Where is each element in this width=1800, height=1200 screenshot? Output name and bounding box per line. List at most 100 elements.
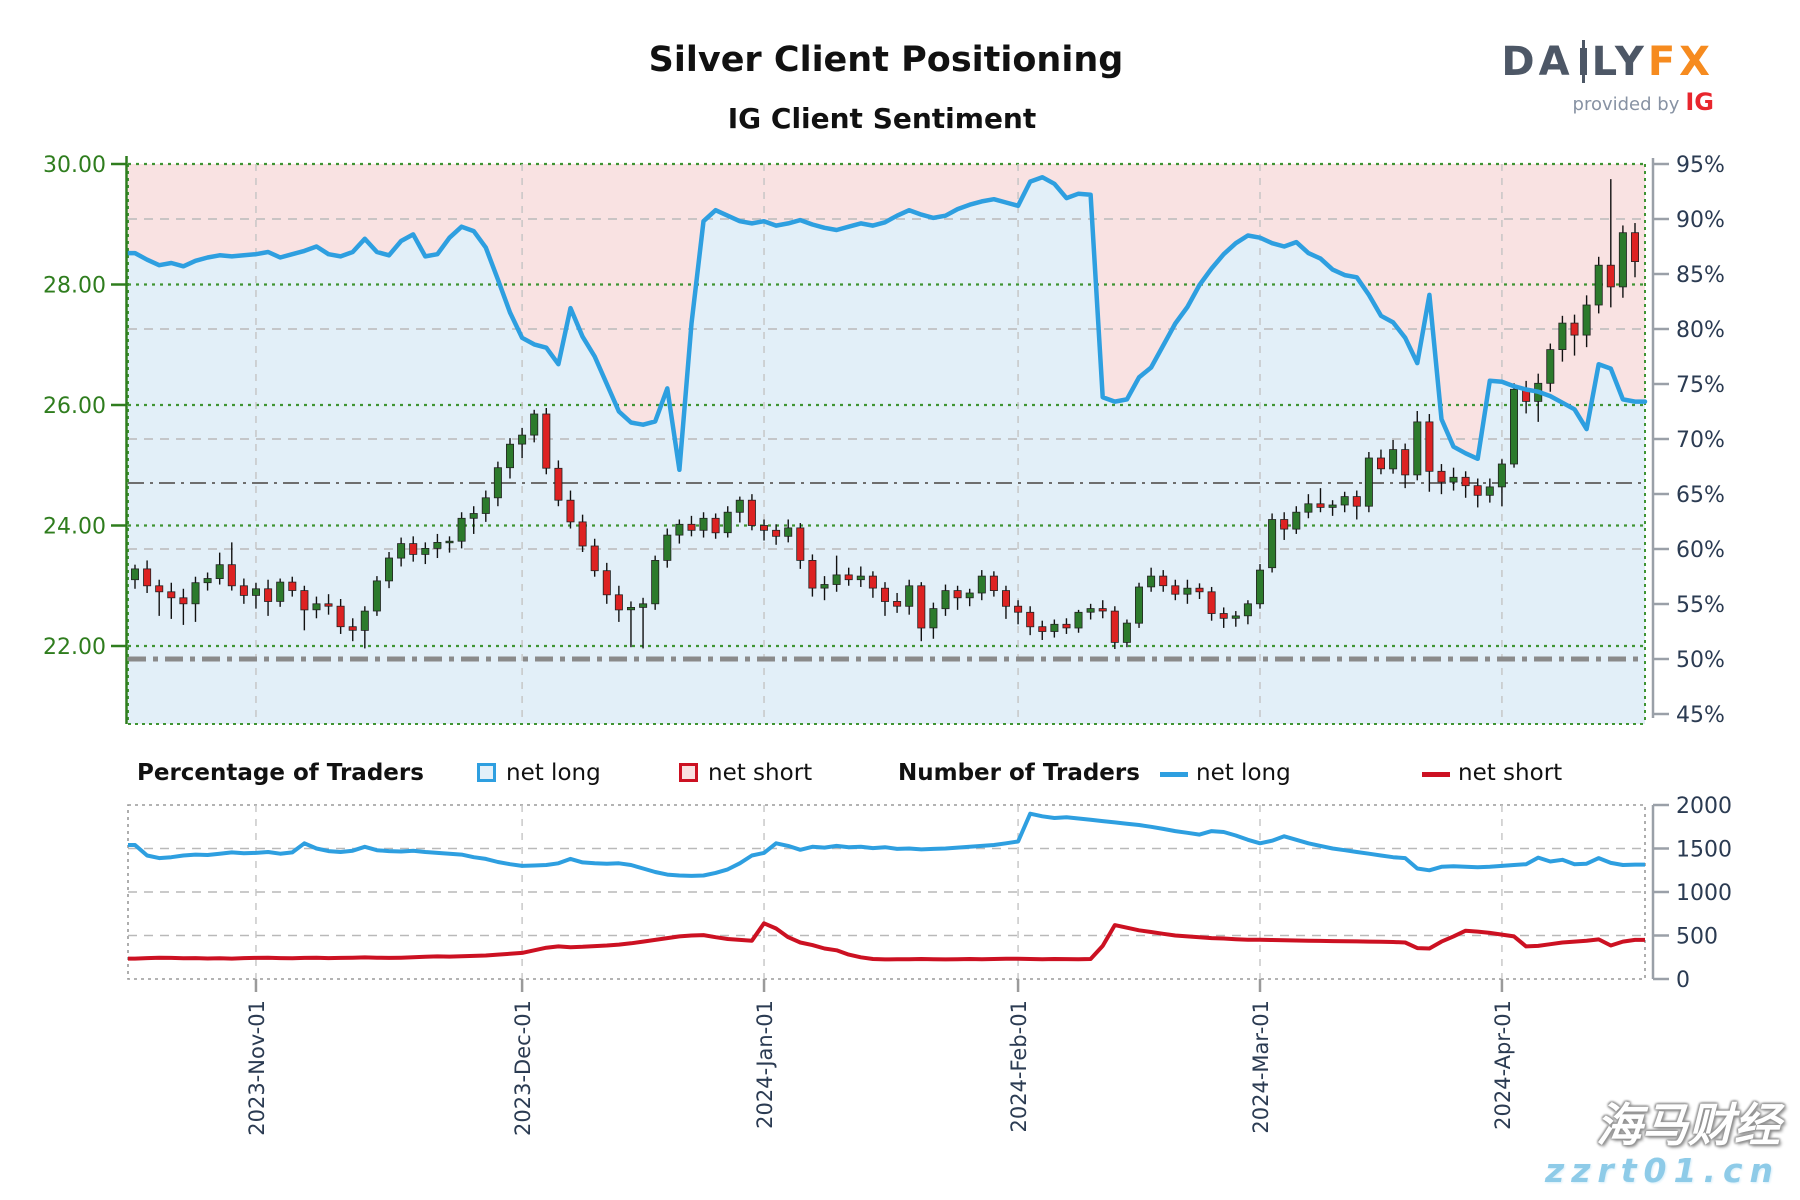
- candle: [832, 574, 841, 585]
- ig-logo: IG: [1685, 88, 1714, 116]
- candle: [723, 511, 732, 534]
- candle: [276, 581, 285, 602]
- legend-group-percentage-of-traders: Percentage of Traders: [137, 760, 424, 786]
- candle: [735, 499, 744, 513]
- candle: [239, 585, 248, 596]
- watermark: 海马财经 zzrt01.cn: [1545, 1099, 1780, 1190]
- candle: [530, 413, 539, 436]
- logo-fx: FX: [1647, 39, 1714, 85]
- candle: [1135, 586, 1144, 624]
- candle: [627, 607, 636, 611]
- candle: [808, 560, 817, 589]
- sentiment-axis-label: 90%: [1676, 208, 1725, 233]
- candle: [457, 517, 466, 542]
- candle: [1316, 503, 1325, 508]
- candle: [639, 603, 648, 608]
- traders-axis-label: 500: [1676, 925, 1718, 950]
- price-axis-label: 30.00: [43, 153, 106, 178]
- candle: [929, 608, 938, 629]
- candle: [675, 523, 684, 536]
- candle: [409, 543, 418, 555]
- legend-count-net-long-label: net long: [1196, 760, 1291, 786]
- chart-legend: Percentage of Traders net long net short…: [0, 760, 1800, 794]
- candle: [1449, 476, 1458, 483]
- candle: [421, 548, 430, 555]
- sentiment-axis-label: 65%: [1676, 483, 1725, 508]
- candle: [1280, 519, 1289, 530]
- net-short-swatch-icon: [679, 763, 698, 782]
- candle: [856, 575, 865, 581]
- traders-axis-label: 1500: [1676, 838, 1732, 863]
- candle: [469, 513, 478, 519]
- candle: [711, 517, 720, 534]
- dailyfx-logo: DA LYFX provided by IG: [1501, 39, 1714, 116]
- sentiment-axis-label: 70%: [1676, 428, 1725, 453]
- candle: [1159, 575, 1168, 587]
- candle: [324, 603, 333, 607]
- logo-daily-suffix: LY: [1591, 39, 1648, 85]
- candle: [772, 529, 781, 537]
- candle: [953, 590, 962, 599]
- candle: [941, 590, 950, 610]
- candle: [179, 597, 188, 605]
- logo-provided-by: provided by IG: [1501, 88, 1714, 116]
- candle: [1328, 504, 1337, 508]
- traders-axis-label: 1000: [1676, 881, 1732, 906]
- candle: [1256, 569, 1265, 605]
- watermark-line1: 海马财经: [1596, 1098, 1780, 1153]
- candle: [1195, 587, 1204, 593]
- x-axis-date-label: 2024-Jan-01: [753, 1000, 777, 1129]
- candle: [1268, 519, 1277, 569]
- candle: [203, 578, 212, 584]
- price-axis-label: 24.00: [43, 515, 106, 540]
- candle: [578, 521, 587, 547]
- candle: [1304, 503, 1313, 513]
- candle: [881, 587, 890, 602]
- net-long-region-fill: [128, 177, 1645, 724]
- candle: [1425, 421, 1434, 472]
- candle: [372, 580, 381, 612]
- legend-count-net-short-label: net short: [1458, 760, 1563, 786]
- provided-by-text: provided by: [1572, 94, 1680, 115]
- traders-plot-border: [127, 804, 1646, 980]
- sentiment-axis-label: 80%: [1676, 318, 1725, 343]
- candle: [167, 591, 176, 599]
- x-axis-date-label: 2023-Nov-01: [245, 1000, 269, 1136]
- candle: [384, 557, 393, 582]
- price-axis-label: 26.00: [43, 394, 106, 419]
- candle: [397, 543, 406, 559]
- candle: [1570, 322, 1579, 336]
- price-axis-label: 22.00: [43, 635, 106, 660]
- candle: [433, 542, 442, 549]
- candle: [191, 582, 200, 605]
- candle: [784, 527, 793, 537]
- candle: [155, 585, 164, 593]
- x-axis-date-label: 2024-Feb-01: [1007, 1000, 1031, 1133]
- candle: [251, 588, 260, 596]
- candle: [917, 585, 926, 629]
- candle: [360, 610, 369, 631]
- candle: [844, 574, 853, 581]
- candle: [977, 575, 986, 594]
- candle: [1594, 264, 1603, 306]
- candle: [1026, 611, 1035, 628]
- candle: [1546, 349, 1555, 384]
- candle: [300, 590, 309, 611]
- candle: [893, 601, 902, 607]
- sentiment-axis-label: 75%: [1676, 373, 1725, 398]
- candle: [905, 585, 914, 607]
- sentiment-axis-label: 45%: [1676, 703, 1725, 728]
- net-short-line-icon: [1422, 772, 1450, 777]
- legend-pct-net-long-label: net long: [506, 760, 601, 786]
- sentiment-axis-label: 60%: [1676, 538, 1725, 563]
- candle: [590, 545, 599, 572]
- candle: [1364, 457, 1373, 507]
- candle: [1582, 304, 1591, 336]
- traders-axis-label: 0: [1676, 968, 1690, 993]
- candle: [554, 467, 563, 501]
- net-long-line-icon: [1160, 772, 1188, 777]
- sentiment-axis-label: 85%: [1676, 263, 1725, 288]
- candlestick-icon: [1579, 40, 1587, 83]
- candle: [1497, 463, 1506, 488]
